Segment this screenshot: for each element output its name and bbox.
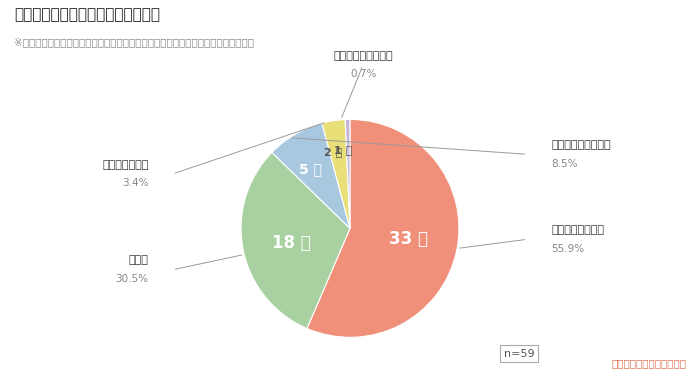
Text: 0.7%: 0.7% [350, 69, 377, 79]
Text: 教えて！オンライン英会話: 教えて！オンライン英会話 [611, 358, 686, 368]
Wedge shape [345, 119, 350, 228]
Text: 2 人: 2 人 [324, 147, 342, 157]
Text: ※効果について「どちらともいえない」「まったく実感できなかった」と回答した人: ※効果について「どちらともいえない」「まったく実感できなかった」と回答した人 [14, 37, 254, 47]
Text: 5 人: 5 人 [300, 163, 322, 176]
Text: やや満足している: やや満足している [552, 225, 605, 235]
Wedge shape [322, 119, 350, 228]
Wedge shape [272, 123, 350, 228]
Text: n=59: n=59 [503, 349, 534, 359]
Text: とても満足している: とても満足している [552, 140, 611, 150]
Text: 3.4%: 3.4% [122, 178, 148, 188]
Text: 33 人: 33 人 [389, 230, 428, 248]
Text: ＜オンライン英会話の利用満足度＞: ＜オンライン英会話の利用満足度＞ [14, 7, 160, 22]
Text: 30.5%: 30.5% [116, 274, 148, 284]
Text: ふつう: ふつう [129, 256, 148, 266]
Text: 全く満足していない: 全く満足していない [333, 51, 393, 61]
Wedge shape [241, 153, 350, 328]
Text: やや不満がある: やや不満がある [102, 160, 148, 170]
Text: 18 人: 18 人 [272, 234, 312, 252]
Text: 55.9%: 55.9% [552, 244, 584, 254]
Wedge shape [307, 119, 459, 337]
Text: 1 人: 1 人 [334, 145, 353, 155]
Text: 8.5%: 8.5% [552, 158, 578, 169]
